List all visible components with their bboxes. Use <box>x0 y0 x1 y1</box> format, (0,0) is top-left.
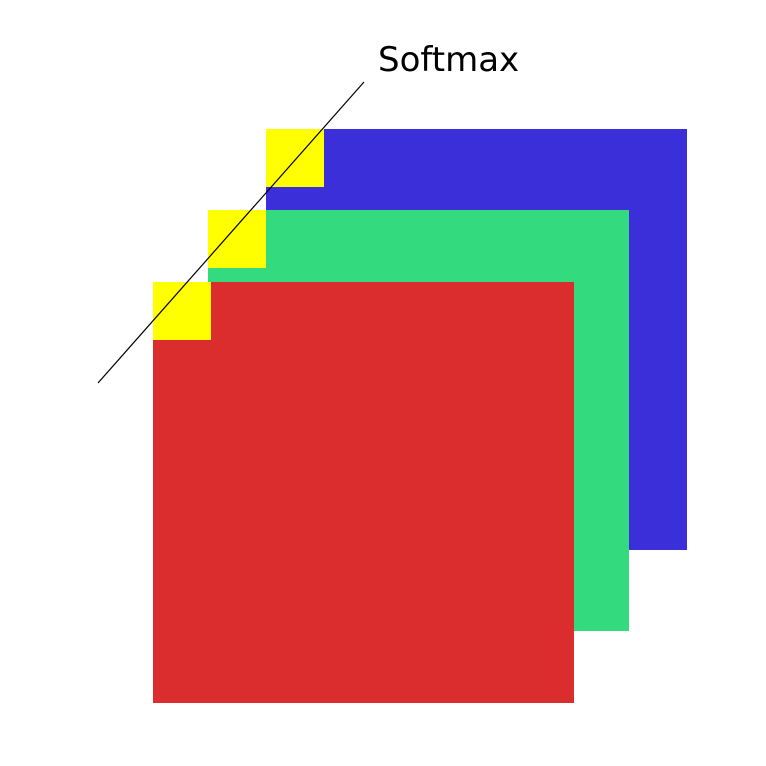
middle-top-left-cell <box>208 210 266 268</box>
softmax-label: Softmax <box>378 40 520 80</box>
front-top-left-cell <box>153 282 211 340</box>
front-feature-map <box>153 282 574 703</box>
